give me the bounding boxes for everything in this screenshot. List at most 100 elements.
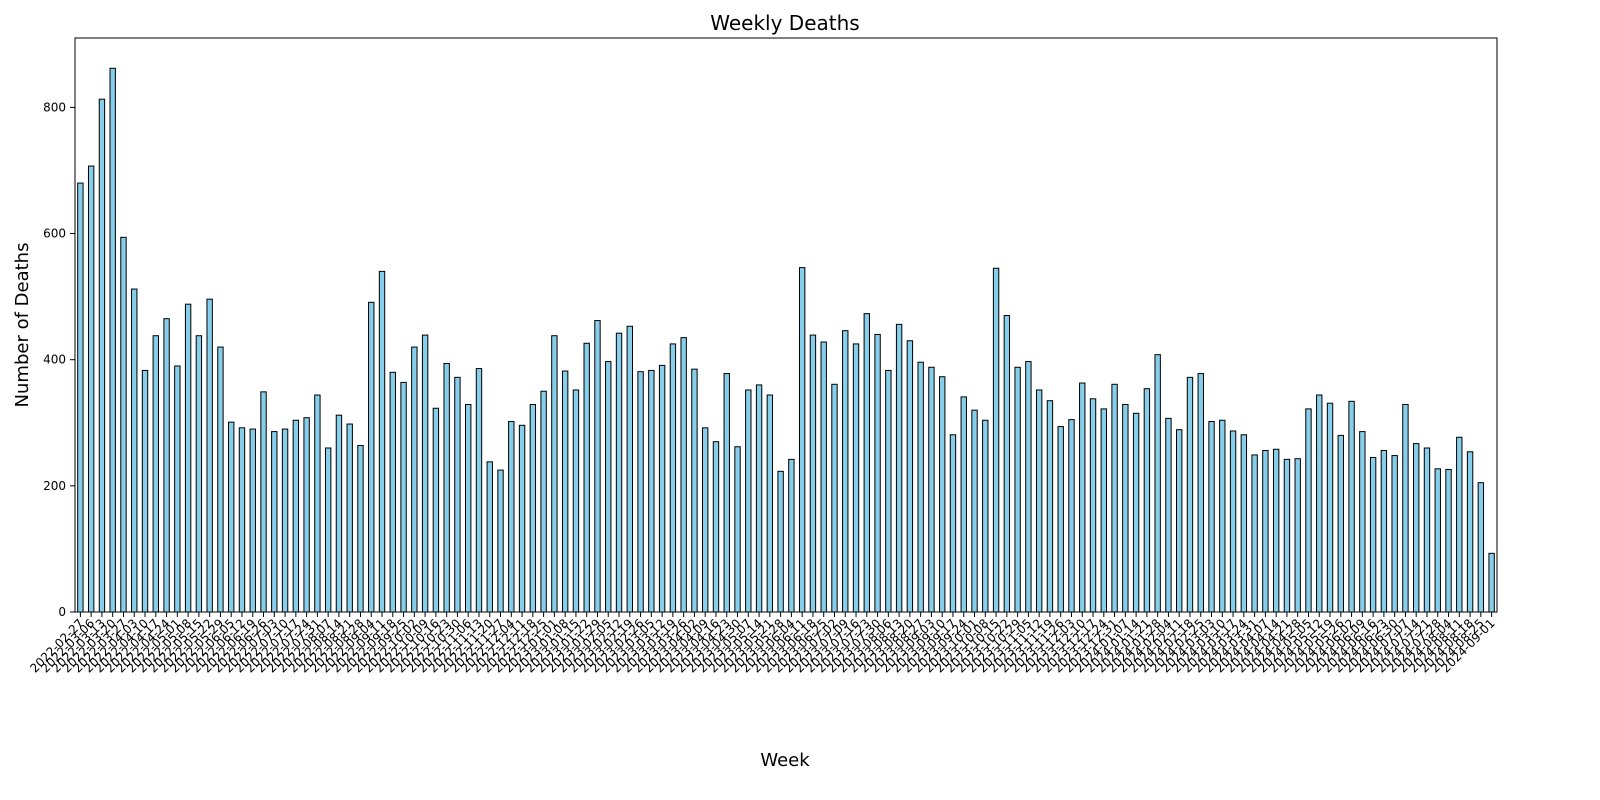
bar-2024-02-25 [1197, 373, 1204, 613]
bar-2023-06-04 [788, 458, 795, 613]
bar-2023-08-20 [906, 340, 914, 613]
bar-2023-04-30 [734, 446, 741, 613]
bar-2024-07-07 [1402, 403, 1409, 613]
bar-2022-03-20 [109, 67, 116, 613]
bar-2024-03-31 [1251, 454, 1258, 613]
bar-2024-07-21 [1423, 447, 1431, 613]
bar-2024-07-28 [1434, 468, 1441, 613]
bar-2022-04-24 [163, 318, 170, 613]
bar-2022-08-14 [335, 414, 343, 613]
bar-2023-09-24 [960, 396, 967, 613]
bar-2023-06-25 [820, 341, 827, 613]
bar-2023-12-17 [1089, 398, 1097, 613]
bar-2022-10-30 [454, 376, 461, 613]
bar-2022-09-25 [400, 381, 407, 613]
bar-2023-08-13 [895, 323, 903, 613]
bar-2022-10-23 [443, 362, 450, 613]
bar-2022-06-05 [228, 421, 235, 613]
bar-2023-02-05 [605, 361, 612, 613]
bar-2024-08-25 [1477, 482, 1485, 613]
bar-2023-03-26 [680, 337, 687, 613]
bar-2022-05-15 [195, 335, 203, 613]
bar-2022-03-27 [120, 236, 127, 613]
bar-2022-12-11 [518, 424, 526, 613]
bar-2022-05-08 [184, 303, 192, 613]
bar-2022-04-17 [152, 335, 159, 613]
bar-2023-11-26 [1057, 426, 1064, 613]
bar-2022-07-24 [303, 417, 310, 613]
bar-2023-02-19 [626, 325, 633, 613]
bar-2022-07-31 [314, 394, 321, 613]
bar-2024-01-07 [1122, 403, 1129, 613]
bar-2023-05-07 [745, 389, 752, 613]
bar-2023-07-30 [874, 333, 881, 613]
bar-2024-08-18 [1466, 451, 1474, 613]
bar-2024-07-14 [1413, 443, 1420, 613]
bar-2024-02-11 [1176, 429, 1183, 613]
x-axis: 2022-02-272022-03-062022-03-132022-03-20… [27, 612, 1498, 675]
bar-2022-06-12 [238, 427, 246, 613]
bar-2024-04-28 [1294, 458, 1301, 613]
bar-2023-04-02 [691, 368, 698, 613]
bar-2023-03-12 [658, 364, 666, 613]
bar-2024-06-16 [1369, 456, 1377, 613]
bar-2023-10-29 [1014, 366, 1021, 613]
bar-2022-03-13 [98, 98, 106, 613]
bar-2024-06-23 [1380, 450, 1388, 613]
bar-2022-07-17 [292, 419, 300, 613]
bar-2022-04-10 [141, 369, 149, 613]
bar-2023-08-06 [885, 369, 892, 613]
bar-2022-12-18 [529, 403, 537, 613]
bar-2022-07-10 [281, 428, 289, 613]
bar-2023-11-05 [1025, 361, 1032, 613]
bar-2024-03-10 [1219, 419, 1226, 613]
bar-2022-05-01 [174, 365, 181, 613]
y-tick-label: 800 [43, 100, 66, 114]
bar-2024-08-04 [1445, 468, 1452, 613]
bar-2022-09-04 [368, 301, 375, 613]
bar-2022-10-09 [421, 334, 429, 613]
bar-2023-06-18 [809, 334, 817, 613]
bar-2022-08-07 [324, 447, 332, 613]
bar-2023-02-26 [637, 371, 644, 613]
bar-2024-06-30 [1391, 455, 1398, 613]
bar-2023-07-09 [842, 330, 849, 613]
bar-2023-10-15 [992, 267, 1000, 613]
bar-2024-03-17 [1229, 430, 1237, 613]
bar-2022-02-27 [77, 182, 84, 613]
bar-2022-11-20 [486, 461, 493, 613]
bar-2022-03-06 [87, 165, 95, 613]
bar-2023-11-19 [1046, 400, 1054, 613]
y-axis-label: Number of Deaths [12, 243, 33, 408]
chart-title: Weekly Deaths [710, 11, 859, 35]
bar-2023-05-14 [755, 384, 763, 613]
bar-2024-04-07 [1262, 450, 1269, 613]
bar-2023-07-02 [831, 383, 838, 613]
bar-2023-05-21 [766, 394, 774, 613]
bar-2023-01-08 [561, 370, 569, 613]
bar-2023-03-05 [648, 369, 655, 613]
bar-2022-11-13 [475, 368, 483, 613]
bar-2022-06-19 [249, 428, 256, 613]
bar-2023-01-22 [583, 342, 590, 613]
bar-2023-09-03 [928, 366, 935, 613]
bar-2023-10-22 [1003, 315, 1011, 613]
bar-2022-12-25 [540, 390, 547, 613]
y-tick-label: 400 [43, 353, 66, 367]
bar-2023-01-01 [551, 335, 558, 613]
bar-2023-03-19 [669, 343, 677, 613]
bar-2024-06-09 [1359, 431, 1366, 613]
y-tick-label: 200 [43, 479, 66, 493]
bar-2023-04-16 [712, 441, 720, 613]
bar-2022-06-26 [260, 391, 267, 613]
y-tick-label: 0 [58, 605, 66, 619]
bar-2024-05-12 [1316, 394, 1323, 613]
bar-2024-01-21 [1143, 388, 1151, 613]
bar-2024-04-21 [1283, 458, 1291, 613]
bar-2022-05-29 [217, 346, 224, 613]
bar-2023-05-28 [777, 470, 784, 613]
bar-2024-03-24 [1240, 434, 1248, 613]
bar-2024-02-18 [1186, 376, 1194, 613]
bar-2022-08-28 [357, 444, 364, 613]
